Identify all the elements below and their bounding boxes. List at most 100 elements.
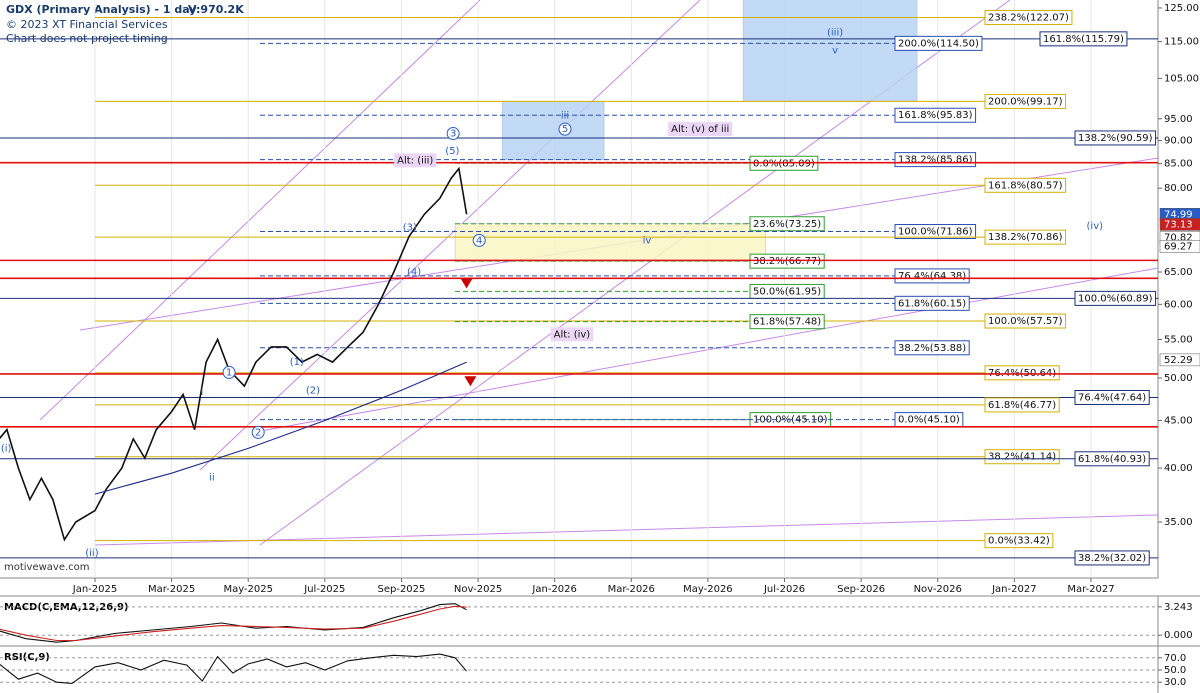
level-label: 76.4%(47.64) [1078,392,1146,403]
level-label: 100.0%(71.86) [898,226,973,237]
y-tick-label: 90.00 [1164,136,1193,147]
wave-label: (i) [1,443,12,454]
signal-triangle [464,376,477,387]
annotation-box [394,153,437,168]
x-tick-label: May-2026 [683,584,733,595]
label-box [984,365,1060,381]
label-box [1074,130,1157,146]
wave-circle [472,233,486,247]
level-label: 76.4%(64.38) [898,271,966,282]
note: © 2023 XT Financial Services [6,18,168,31]
annotation: Alt: (v) of iii [671,124,729,135]
y-tick-label: 50.0 [1164,665,1186,676]
label-box [894,35,983,51]
wave-label: v [832,45,838,56]
y-tick-label: 115.00 [1164,37,1199,48]
level-label: 38.2%(41.14) [988,452,1056,463]
y-tick-label: 60.00 [1164,299,1193,310]
y-tick-label: 55.00 [1164,334,1193,345]
price-tag-label: 52.29 [1164,355,1193,366]
wave-label: 3 [450,128,456,139]
label-box [984,449,1060,465]
annotation: Alt: (iv) [554,329,591,340]
level-label: 138.2%(85.86) [898,155,973,166]
level-label: 200.0%(114.50) [898,38,979,49]
level-label: 0.0%(45.10) [898,415,960,426]
series-line [94,361,467,495]
level-label: 238.2%(122.07) [988,13,1069,24]
label-box [984,313,1067,329]
x-tick-label: Mar-2027 [1067,584,1114,595]
chart-title: GDX (Primary Analysis) - 1 day [6,3,197,16]
y-tick-label: 35.00 [1164,517,1193,528]
level-label: 0.0%(33.42) [988,536,1050,547]
wave-label: 1 [226,367,232,378]
label-box [894,223,977,239]
level-label: 0.0%(85.09) [753,158,815,169]
signal-triangle [460,278,473,289]
annotation-box [550,327,594,342]
label-box [1074,550,1150,566]
x-tick-label: Nov-2026 [914,584,962,595]
level-label: 23.6%(73.25) [753,219,821,230]
label-box [984,533,1054,549]
y-tick-label: 65.00 [1164,267,1193,278]
wave-label: (2) [306,385,320,396]
target-zone [501,101,605,160]
y-tick-label: 3.243 [1164,602,1193,613]
y-tick-label: 0.000 [1164,630,1193,641]
y-tick-label: 125.00 [1164,3,1199,14]
annotation: Alt: (iii) [397,155,433,166]
volume: V:970.2K [188,3,244,16]
level-label: 100.0%(57.57) [988,316,1063,327]
wave-label: (3) [403,222,417,233]
label-box [1074,389,1150,405]
watermark: motivewave.com [4,562,90,573]
label-box [894,340,970,356]
price-tag-label: 73.13 [1164,219,1193,230]
level-label: 200.0%(99.17) [988,96,1063,107]
price-tag-label: 69.27 [1164,241,1193,252]
x-tick-label: Jul-2025 [303,584,345,595]
wave-label: 5 [562,124,568,135]
level-label: 161.8%(95.83) [898,110,973,121]
level-label: 138.2%(90.59) [1078,133,1153,144]
wave-label: 2 [255,427,261,438]
level-label: 38.2%(66.77) [753,256,821,267]
wave-label: iv [643,235,652,246]
x-tick-label: Jan-2025 [72,584,117,595]
wave-label: iii [561,110,569,121]
wave-circle [558,122,572,136]
x-tick-label: Nov-2025 [454,584,502,595]
level-label: 138.2%(70.86) [988,232,1063,243]
x-tick-label: Sep-2026 [837,584,885,595]
y-tick-label: 105.00 [1164,73,1199,84]
price-tag-label: 70.82 [1164,232,1193,243]
label-box [984,177,1067,193]
y-tick-label: 70.0 [1164,653,1186,664]
wave-label: (1) [290,357,304,368]
level-label: 161.8%(115.79) [1043,34,1124,45]
level-label: 161.8%(80.57) [988,180,1063,191]
price-tag [1159,240,1200,253]
series-line [0,603,467,643]
wave-circle [251,425,265,439]
x-tick-label: Jan-2027 [991,584,1036,595]
x-tick-label: Jul-2026 [763,584,805,595]
series-line [0,653,468,684]
panel-title: MACD(C,EMA,12,26,9) [4,602,129,613]
y-tick-label: 40.00 [1164,463,1193,474]
level-label: 61.8%(57.48) [753,317,821,328]
wave-label: (iv) [1087,221,1104,232]
label-box [984,397,1060,413]
level-label: 61.8%(46.77) [988,400,1056,411]
wave-label: (5) [445,146,459,157]
label-box [1074,290,1157,306]
target-zone [454,223,766,262]
label-box [984,10,1073,26]
label-box [984,229,1067,245]
level-label: 61.8%(60.15) [898,298,966,309]
price-tag [1159,353,1200,367]
wave-label: 4 [476,235,482,246]
